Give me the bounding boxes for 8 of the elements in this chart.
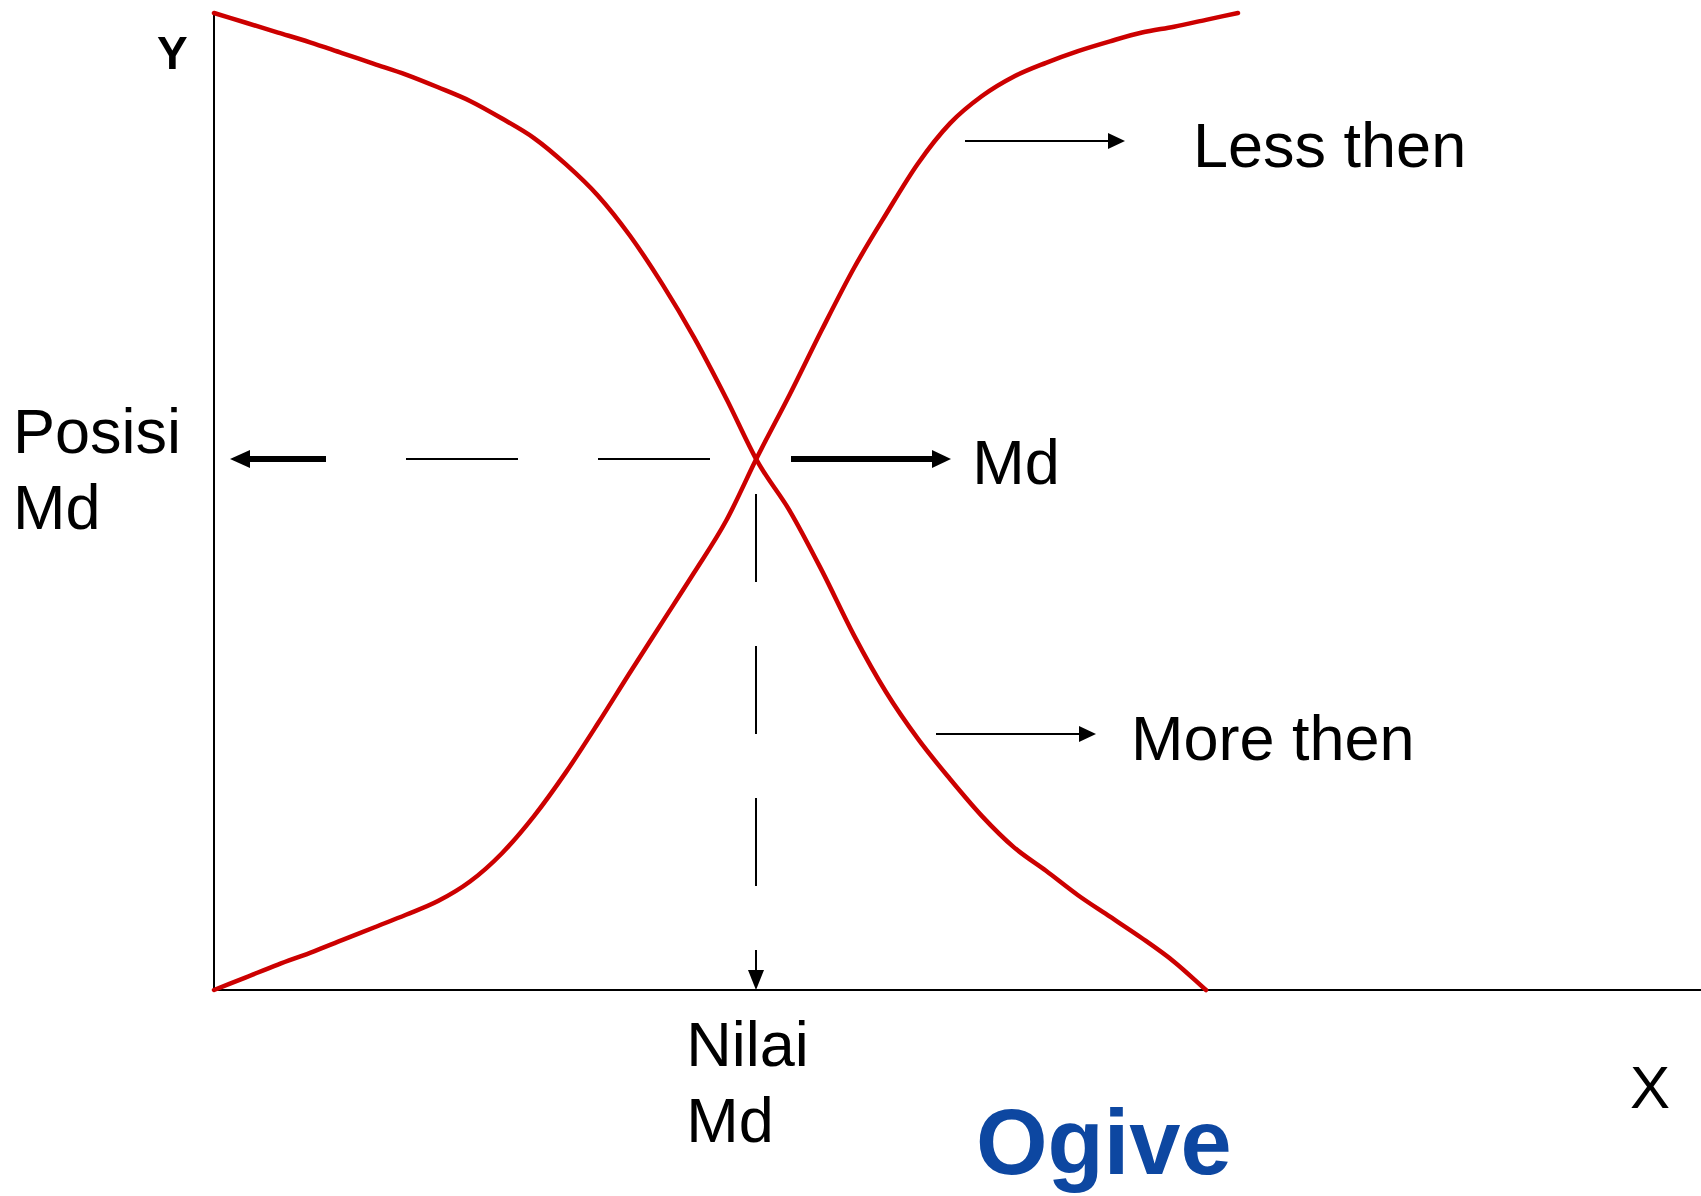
text: Ogive [976, 1091, 1232, 1193]
x-axis-title: X [1630, 1054, 1671, 1121]
text: Nilai Md [686, 1008, 810, 1157]
text: More then [1131, 702, 1415, 775]
annotation: Md [972, 426, 1060, 499]
series-label: Less then [1193, 109, 1467, 182]
text: Posisi Md [13, 395, 183, 544]
y-axis-title: Y [157, 27, 188, 79]
